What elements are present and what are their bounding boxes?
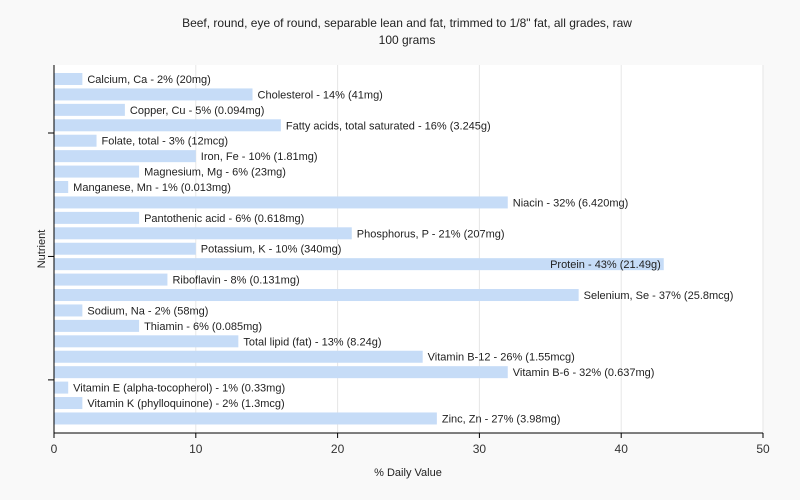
bar-15 xyxy=(54,304,83,317)
x-tick-label-2: 20 xyxy=(331,442,345,456)
bars xyxy=(54,73,664,425)
bar-2 xyxy=(54,103,125,116)
bar-0 xyxy=(54,73,83,85)
bar-10 xyxy=(54,227,352,240)
bar-label-11: Potassium, K - 10% (340mg) xyxy=(201,244,342,256)
bar-17 xyxy=(54,335,239,348)
x-tick-label-4: 40 xyxy=(615,442,629,456)
y-axis-title: Nutrient xyxy=(36,230,48,269)
chart-subtitle: 100 grams xyxy=(379,33,436,47)
bar-label-0: Calcium, Ca - 2% (20mg) xyxy=(87,74,210,86)
bar-label-14: Selenium, Se - 37% (25.8mcg) xyxy=(584,290,734,302)
bar-label-15: Sodium, Na - 2% (58mg) xyxy=(87,305,208,317)
bar-19 xyxy=(54,366,508,379)
bar-20 xyxy=(54,381,69,394)
bar-14 xyxy=(54,289,579,302)
bar-1 xyxy=(54,88,253,101)
x-tick-label-1: 10 xyxy=(189,442,203,456)
x-axis-title: % Daily Value xyxy=(374,467,442,479)
bar-label-22: Zinc, Zn - 27% (3.98mg) xyxy=(442,413,561,425)
bar-18 xyxy=(54,350,423,363)
bar-9 xyxy=(54,211,140,224)
bar-label-17: Total lipid (fat) - 13% (8.24g) xyxy=(243,336,381,348)
x-tick-labels: 0 10 20 30 40 50 xyxy=(51,442,770,456)
bar-6 xyxy=(54,165,140,178)
bar-label-8: Niacin - 32% (6.420mg) xyxy=(513,197,629,209)
bar-8 xyxy=(54,196,508,209)
x-tick-label-5: 50 xyxy=(756,442,770,456)
bar-3 xyxy=(54,119,281,132)
x-tick-label-3: 30 xyxy=(473,442,487,456)
bar-16 xyxy=(54,319,140,332)
bar-7 xyxy=(54,181,69,194)
bar-12 xyxy=(54,258,664,271)
bar-label-19: Vitamin B-6 - 32% (0.637mg) xyxy=(513,367,655,379)
bar-label-10: Phosphorus, P - 21% (207mg) xyxy=(357,228,505,240)
chart-title: Beef, round, eye of round, separable lea… xyxy=(182,16,632,30)
bar-22 xyxy=(54,412,437,425)
bar-label-1: Cholesterol - 14% (41mg) xyxy=(258,89,383,101)
bar-4 xyxy=(54,134,97,147)
bar-label-13: Riboflavin - 8% (0.131mg) xyxy=(172,275,299,287)
bar-11 xyxy=(54,242,196,255)
bar-label-2: Copper, Cu - 5% (0.094mg) xyxy=(130,105,265,117)
bar-label-16: Thiamin - 6% (0.085mg) xyxy=(144,321,262,333)
bar-label-18: Vitamin B-12 - 26% (1.55mcg) xyxy=(428,352,575,364)
bar-label-12: Protein - 43% (21.49g) xyxy=(550,259,661,271)
bar-13 xyxy=(54,273,168,286)
bar-label-21: Vitamin K (phylloquinone) - 2% (1.3mcg) xyxy=(87,398,284,410)
bar-label-4: Folate, total - 3% (12mcg) xyxy=(102,136,229,148)
bar-label-6: Magnesium, Mg - 6% (23mg) xyxy=(144,167,286,179)
axes xyxy=(48,65,764,438)
bar-5 xyxy=(54,150,196,163)
x-tick-label-0: 0 xyxy=(51,442,58,456)
bar-labels: Calcium, Ca - 2% (20mg) Cholesterol - 14%… xyxy=(73,74,733,425)
bar-label-5: Iron, Fe - 10% (1.81mg) xyxy=(201,151,318,163)
bar-label-20: Vitamin E (alpha-tocopherol) - 1% (0.33m… xyxy=(73,383,285,395)
bar-label-3: Fatty acids, total saturated - 16% (3.24… xyxy=(286,120,491,132)
bar-label-7: Manganese, Mn - 1% (0.013mg) xyxy=(73,182,231,194)
bar-label-9: Pantothenic acid - 6% (0.618mg) xyxy=(144,213,304,225)
bar-21 xyxy=(54,397,83,410)
